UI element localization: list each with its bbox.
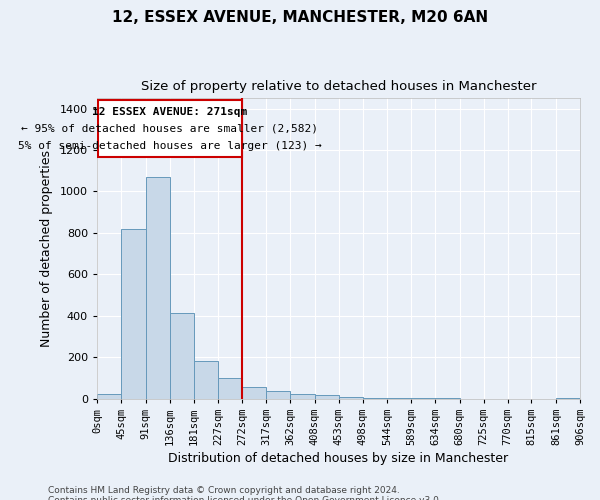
- Bar: [97, 394, 121, 398]
- Bar: [98, 100, 242, 158]
- Text: Contains HM Land Registry data © Crown copyright and database right 2024.: Contains HM Land Registry data © Crown c…: [48, 486, 400, 495]
- Bar: [266, 392, 290, 398]
- Text: ← 95% of detached houses are smaller (2,582): ← 95% of detached houses are smaller (2,…: [21, 124, 318, 134]
- Text: 12 ESSEX AVENUE: 271sqm: 12 ESSEX AVENUE: 271sqm: [92, 107, 247, 117]
- Text: Contains public sector information licensed under the Open Government Licence v3: Contains public sector information licen…: [48, 496, 442, 500]
- Title: Size of property relative to detached houses in Manchester: Size of property relative to detached ho…: [141, 80, 536, 93]
- Y-axis label: Number of detached properties: Number of detached properties: [40, 150, 53, 347]
- Bar: [242, 387, 266, 398]
- Bar: [290, 394, 314, 398]
- Bar: [194, 362, 218, 399]
- Bar: [121, 229, 146, 398]
- Bar: [314, 396, 338, 398]
- X-axis label: Distribution of detached houses by size in Manchester: Distribution of detached houses by size …: [169, 452, 509, 465]
- Text: 12, ESSEX AVENUE, MANCHESTER, M20 6AN: 12, ESSEX AVENUE, MANCHESTER, M20 6AN: [112, 10, 488, 25]
- Bar: [146, 177, 170, 398]
- Bar: [218, 378, 242, 398]
- Text: 5% of semi-detached houses are larger (123) →: 5% of semi-detached houses are larger (1…: [17, 141, 322, 151]
- Bar: [170, 312, 194, 398]
